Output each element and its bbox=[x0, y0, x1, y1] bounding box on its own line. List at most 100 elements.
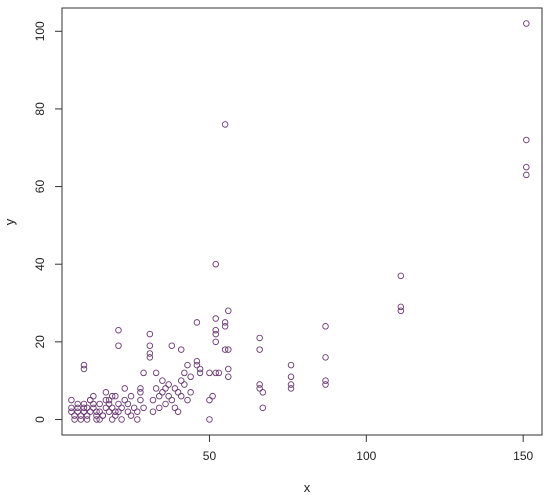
data-point bbox=[80, 400, 88, 408]
data-point bbox=[74, 408, 81, 415]
data-point bbox=[137, 389, 144, 396]
data-point bbox=[212, 260, 219, 268]
data-point bbox=[193, 357, 201, 365]
data-point bbox=[137, 396, 144, 404]
data-point bbox=[77, 412, 85, 419]
data-point bbox=[83, 416, 91, 423]
data-point bbox=[168, 342, 176, 349]
data-point bbox=[90, 404, 97, 412]
data-point bbox=[162, 385, 169, 392]
y-axis-title: y bbox=[2, 218, 17, 225]
data-point bbox=[115, 408, 122, 415]
data-point bbox=[287, 373, 295, 381]
data-point bbox=[149, 396, 157, 404]
data-point bbox=[68, 408, 75, 415]
data-point bbox=[140, 369, 147, 377]
x-axis: 50 100 150 bbox=[203, 435, 534, 463]
data-point bbox=[215, 369, 223, 377]
data-point bbox=[112, 412, 119, 419]
data-point bbox=[102, 389, 110, 396]
data-point bbox=[287, 381, 295, 388]
data-point bbox=[206, 416, 213, 423]
data-point bbox=[149, 408, 157, 415]
data-point bbox=[212, 326, 219, 334]
data-point bbox=[90, 400, 97, 408]
data-point bbox=[159, 377, 166, 384]
data-point bbox=[221, 323, 229, 330]
data-point bbox=[71, 416, 78, 423]
data-point bbox=[177, 346, 185, 353]
data-point bbox=[127, 412, 135, 419]
x-tick-label: 150 bbox=[513, 449, 533, 463]
data-point bbox=[71, 412, 78, 419]
data-point bbox=[256, 334, 263, 342]
data-point bbox=[212, 338, 219, 346]
data-point bbox=[93, 408, 100, 415]
data-point bbox=[68, 396, 75, 404]
data-point bbox=[225, 346, 232, 353]
data-point bbox=[212, 369, 219, 377]
y-tick-label: 20 bbox=[33, 335, 47, 349]
data-point bbox=[523, 20, 530, 27]
data-point bbox=[187, 389, 194, 396]
data-point bbox=[80, 365, 88, 373]
data-point bbox=[127, 392, 135, 400]
data-point bbox=[146, 330, 154, 338]
data-point bbox=[140, 404, 147, 412]
data-point bbox=[115, 400, 122, 408]
data-point bbox=[181, 381, 188, 388]
data-point bbox=[322, 323, 329, 330]
data-point bbox=[115, 326, 122, 334]
y-tick-label: 100 bbox=[33, 21, 47, 41]
data-point bbox=[225, 373, 232, 381]
data-point bbox=[112, 408, 119, 415]
data-point bbox=[196, 369, 204, 377]
data-point bbox=[77, 416, 85, 423]
y-axis: 0 20 40 60 80 100 bbox=[33, 21, 62, 423]
data-point bbox=[165, 392, 172, 400]
data-point bbox=[156, 404, 163, 412]
data-point bbox=[177, 392, 185, 400]
data-point bbox=[184, 361, 191, 369]
data-point bbox=[259, 404, 267, 412]
data-point bbox=[159, 389, 166, 396]
data-point bbox=[397, 272, 405, 280]
data-point bbox=[146, 350, 154, 357]
y-tick-label: 0 bbox=[33, 416, 47, 423]
data-point bbox=[105, 400, 113, 408]
x-tick-label: 50 bbox=[203, 449, 217, 463]
data-point bbox=[152, 369, 160, 377]
data-point bbox=[165, 381, 172, 388]
data-point bbox=[102, 396, 110, 404]
data-point bbox=[187, 373, 194, 381]
data-point bbox=[80, 404, 88, 412]
data-point bbox=[118, 404, 125, 412]
data-point bbox=[137, 385, 144, 392]
data-point bbox=[174, 389, 182, 396]
data-point bbox=[108, 416, 116, 423]
data-point bbox=[523, 171, 530, 179]
data-point bbox=[523, 136, 530, 144]
data-point bbox=[523, 163, 530, 171]
data-point bbox=[130, 404, 138, 412]
y-tick-label: 60 bbox=[33, 180, 47, 194]
data-point bbox=[221, 319, 229, 326]
data-point bbox=[209, 392, 216, 400]
data-point bbox=[256, 385, 263, 392]
data-point bbox=[74, 404, 81, 412]
data-point bbox=[184, 396, 191, 404]
data-point bbox=[177, 377, 185, 384]
data-point bbox=[99, 412, 107, 419]
data-point bbox=[322, 377, 329, 384]
data-point bbox=[171, 385, 179, 392]
data-point bbox=[112, 392, 119, 400]
data-point bbox=[134, 416, 141, 423]
data-point bbox=[68, 404, 75, 412]
data-point bbox=[259, 389, 267, 396]
data-point bbox=[74, 400, 81, 408]
data-point bbox=[83, 404, 91, 412]
data-point bbox=[105, 396, 113, 404]
data-point bbox=[124, 408, 132, 415]
data-point bbox=[124, 400, 132, 408]
